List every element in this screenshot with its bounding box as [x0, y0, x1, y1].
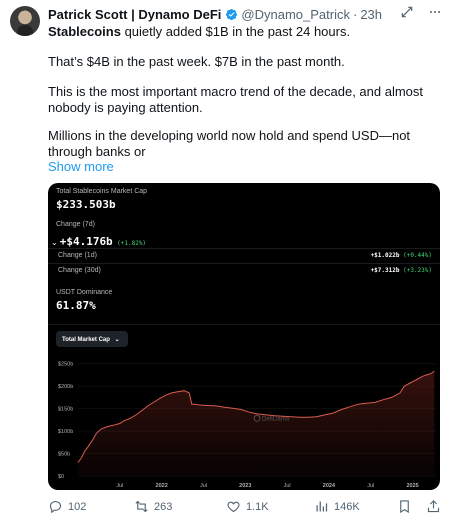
grok-icon[interactable] — [400, 5, 414, 19]
chart-metric-dropdown[interactable]: Total Market Cap ⌄ — [56, 331, 128, 347]
total-mcap-value: $233.503b — [56, 198, 116, 211]
repost-button[interactable]: 263 — [134, 499, 172, 514]
series-line — [77, 370, 435, 463]
divider — [48, 324, 440, 325]
show-more-link[interactable]: Show more — [48, 159, 114, 174]
separator-dot: · — [352, 6, 358, 22]
change-1d-row: +$1.022b (+0.44%) — [371, 252, 432, 259]
x-tick-label: Jul — [200, 483, 207, 489]
dropdown-label: Total Market Cap — [62, 337, 110, 343]
author-handle[interactable]: @Dynamo_Patrick — [241, 6, 350, 22]
reply-count: 102 — [68, 500, 87, 513]
usdt-dominance-value: 61.87% — [56, 299, 96, 312]
defillama-watermark: DefiLlama — [262, 416, 290, 422]
y-tick-label: $250b — [58, 362, 73, 368]
y-tick-label: $100b — [58, 429, 73, 435]
reply-icon — [49, 500, 62, 514]
divider — [48, 248, 440, 249]
x-tick-label: Jul — [284, 483, 291, 489]
change-7d-label: Change (7d) — [56, 221, 95, 228]
change-7d-value: +$4.176b — [59, 235, 113, 248]
tweet-bold-keyword: Stablecoins — [48, 24, 121, 39]
avatar[interactable] — [10, 6, 40, 36]
header-actions — [400, 5, 442, 19]
stablecoin-chart-card[interactable]: Total Stablecoins Market Cap $233.503b C… — [48, 183, 440, 490]
views-icon — [316, 501, 328, 512]
y-tick-label: $0 — [58, 474, 64, 480]
heart-icon — [227, 501, 240, 513]
tweet-line-4: Millions in the developing world now hol… — [48, 128, 411, 159]
y-tick-label: $150b — [58, 407, 73, 413]
divider — [48, 263, 440, 264]
verified-badge-icon — [226, 8, 238, 20]
change-7d-pct: (+1.82%) — [117, 240, 147, 247]
chevron-down-icon[interactable]: ⌄ — [51, 238, 58, 247]
share-button[interactable] — [426, 499, 441, 514]
usdt-dominance-label: USDT Dominance — [56, 289, 113, 296]
y-tick-label: $50b — [58, 452, 70, 458]
repost-count: 263 — [154, 500, 173, 513]
author-name[interactable]: Patrick Scott | Dynamo DeFi — [48, 6, 222, 22]
tweet-line-1: Stablecoins quietly added $1B in the pas… — [48, 24, 443, 40]
x-tick-label: Jul — [367, 483, 374, 489]
x-tick-label: 2022 — [156, 483, 168, 489]
repost-icon — [135, 500, 148, 513]
like-button[interactable]: 1.1K — [226, 499, 269, 514]
total-mcap-label: Total Stablecoins Market Cap — [56, 188, 148, 195]
series-area — [78, 371, 435, 476]
reply-button[interactable]: 102 — [48, 499, 86, 514]
more-options-icon[interactable] — [428, 5, 442, 19]
defillama-logo-icon — [253, 414, 261, 422]
x-tick-label: 2025 — [406, 483, 418, 489]
like-count: 1.1K — [246, 500, 269, 513]
chevron-down-icon: ⌄ — [114, 337, 120, 343]
change-30d-label: Change (30d) — [58, 267, 101, 274]
tweet-line-3: This is the most important macro trend o… — [48, 84, 424, 115]
y-tick-label: $200b — [58, 384, 73, 390]
tweet-actions-bar: 102 263 1.1K 146K — [48, 499, 440, 515]
change-30d-row: +$7.312b (+3.23%) — [371, 267, 432, 274]
views-count: 146K — [334, 500, 360, 513]
bookmark-icon — [400, 500, 409, 514]
change-30d-pct: (+3.23%) — [403, 267, 432, 274]
x-tick-label: Jul — [116, 483, 123, 489]
tweet-time[interactable]: 23h — [360, 6, 383, 22]
change-1d-value: +$1.022b — [370, 252, 400, 259]
change-30d-value: +$7.312b — [370, 267, 400, 274]
tweet-header: Patrick Scott | Dynamo DeFi @Dynamo_Patr… — [48, 5, 442, 23]
change-1d-pct: (+0.44%) — [403, 252, 432, 259]
share-icon — [427, 500, 440, 513]
x-tick-label: 2023 — [239, 483, 251, 489]
change-1d-label: Change (1d) — [58, 252, 97, 259]
market-cap-chart[interactable]: $0 $50b $100b $150b $200b $250b Jul 2022 Jul 2023… — [48, 351, 440, 490]
x-tick-label: 2024 — [323, 483, 336, 489]
tweet-line-1-rest: quietly added $1B in the past 24 hours. — [120, 24, 351, 39]
views-button[interactable]: 146K — [314, 499, 360, 514]
bookmark-button[interactable] — [397, 499, 412, 514]
change-7d-row: ⌄ +$4.176b (+1.82%) — [51, 232, 146, 250]
tweet-line-2: That’s $4B in the past week. $7B in the … — [48, 54, 345, 69]
